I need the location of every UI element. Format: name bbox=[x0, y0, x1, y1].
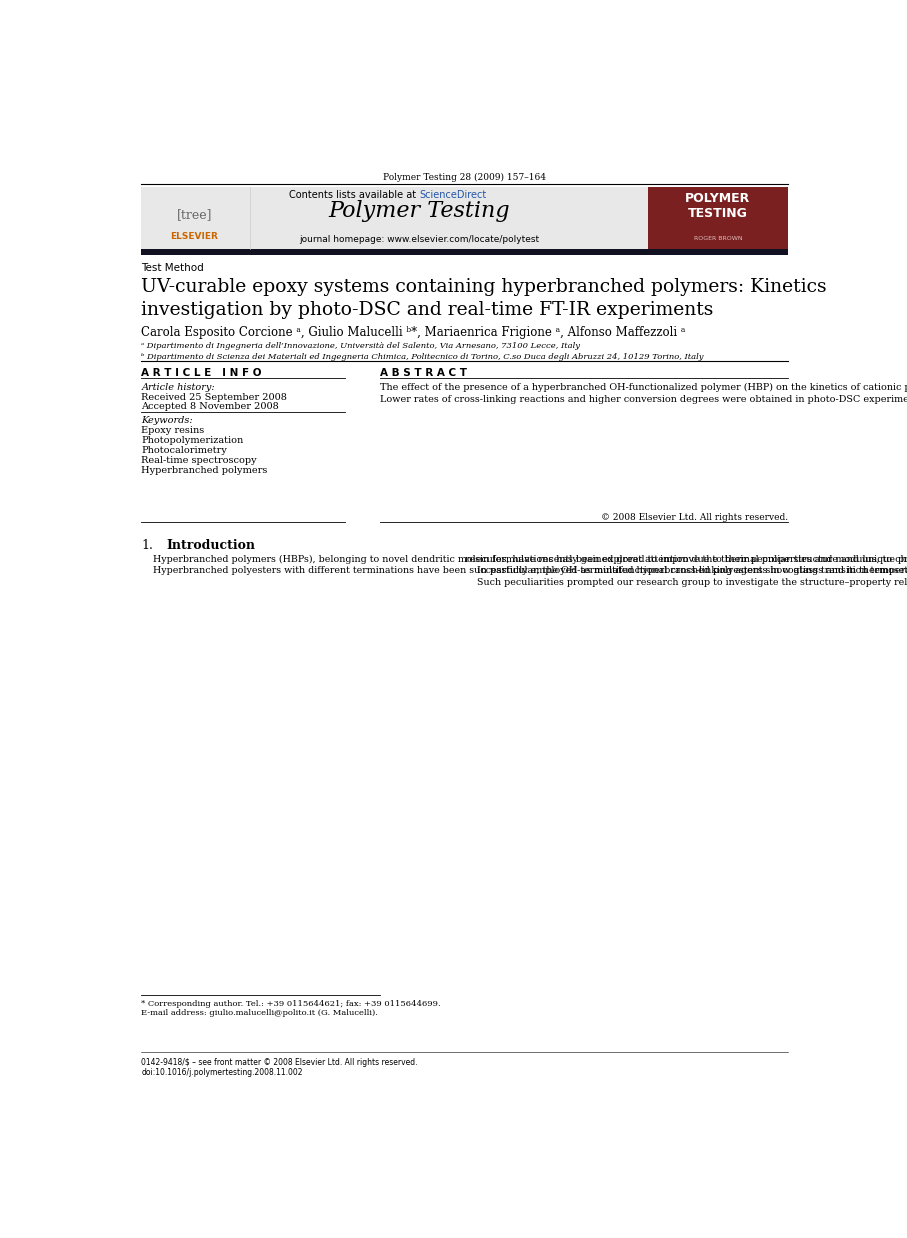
Text: Contents lists available at: Contents lists available at bbox=[289, 189, 419, 199]
Text: Photocalorimetry: Photocalorimetry bbox=[141, 446, 228, 456]
Text: The effect of the presence of a hyperbranched OH-functionalized polymer (HBP) on: The effect of the presence of a hyperbra… bbox=[381, 383, 907, 404]
Text: Polymer Testing: Polymer Testing bbox=[328, 199, 510, 222]
Text: [tree]: [tree] bbox=[177, 208, 212, 220]
Text: journal homepage: www.elsevier.com/locate/polytest: journal homepage: www.elsevier.com/locat… bbox=[299, 235, 539, 244]
Text: Test Method: Test Method bbox=[141, 262, 204, 272]
Text: ᵇ Dipartimento di Scienza dei Materiali ed Ingegneria Chimica, Politecnico di To: ᵇ Dipartimento di Scienza dei Materiali … bbox=[141, 353, 704, 360]
Text: resin formulations has been explored to improve the thermal properties and modul: resin formulations has been explored to … bbox=[465, 555, 907, 587]
Text: * Corresponding author. Tel.: +39 0115644621; fax: +39 0115644699.: * Corresponding author. Tel.: +39 011564… bbox=[141, 1000, 441, 1008]
Text: Epoxy resins: Epoxy resins bbox=[141, 426, 205, 435]
Text: 1.: 1. bbox=[141, 540, 153, 552]
Text: A R T I C L E   I N F O: A R T I C L E I N F O bbox=[141, 368, 262, 378]
Text: ROGER BROWN: ROGER BROWN bbox=[694, 235, 742, 240]
Text: ᵃ Dipartimento di Ingegneria dell’Innovazione, Università del Salento, Via Arnes: ᵃ Dipartimento di Ingegneria dell’Innova… bbox=[141, 342, 580, 350]
Text: ScienceDirect: ScienceDirect bbox=[420, 189, 487, 199]
Text: Photopolymerization: Photopolymerization bbox=[141, 436, 244, 444]
Text: E-mail address: giulio.malucelli@polito.it (G. Malucelli).: E-mail address: giulio.malucelli@polito.… bbox=[141, 1009, 378, 1018]
Text: Accepted 8 November 2008: Accepted 8 November 2008 bbox=[141, 402, 279, 411]
Text: Keywords:: Keywords: bbox=[141, 416, 193, 426]
Text: A B S T R A C T: A B S T R A C T bbox=[381, 368, 467, 378]
Text: Polymer Testing 28 (2009) 157–164: Polymer Testing 28 (2009) 157–164 bbox=[384, 172, 546, 182]
Text: Article history:: Article history: bbox=[141, 383, 215, 392]
Text: ELSEVIER: ELSEVIER bbox=[171, 232, 219, 241]
Text: POLYMER: POLYMER bbox=[686, 192, 750, 204]
Text: © 2008 Elsevier Ltd. All rights reserved.: © 2008 Elsevier Ltd. All rights reserved… bbox=[601, 513, 788, 521]
Text: Introduction: Introduction bbox=[166, 540, 255, 552]
Bar bbox=[141, 249, 788, 255]
Text: Received 25 September 2008: Received 25 September 2008 bbox=[141, 392, 288, 401]
Text: 0142-9418/$ – see front matter © 2008 Elsevier Ltd. All rights reserved.: 0142-9418/$ – see front matter © 2008 El… bbox=[141, 1058, 418, 1067]
Text: Carola Esposito Corcione ᵃ, Giulio Malucelli ᵇ*, Mariaenrica Frigione ᵃ, Alfonso: Carola Esposito Corcione ᵃ, Giulio Maluc… bbox=[141, 326, 686, 339]
Text: UV-curable epoxy systems containing hyperbranched polymers: Kinetics
investigati: UV-curable epoxy systems containing hype… bbox=[141, 279, 827, 319]
Text: TESTING: TESTING bbox=[688, 207, 748, 220]
Text: Real-time spectroscopy: Real-time spectroscopy bbox=[141, 456, 257, 465]
Text: Hyperbranched polymers (HBPs), belonging to novel dendritic molecules, have rece: Hyperbranched polymers (HBPs), belonging… bbox=[141, 555, 907, 576]
Text: Hyperbranched polymers: Hyperbranched polymers bbox=[141, 465, 268, 475]
Bar bbox=[648, 187, 788, 249]
Text: doi:10.1016/j.polymertesting.2008.11.002: doi:10.1016/j.polymertesting.2008.11.002 bbox=[141, 1067, 303, 1077]
Bar bbox=[141, 187, 648, 249]
